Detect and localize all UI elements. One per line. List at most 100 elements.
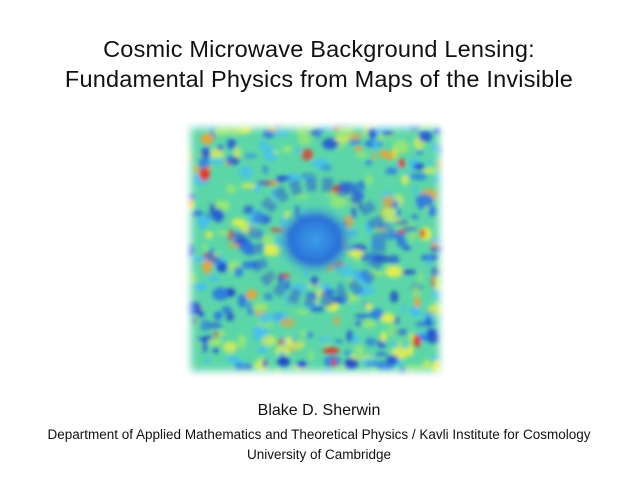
texture-blob	[310, 275, 319, 287]
texture-blob	[356, 152, 369, 159]
texture-blob	[438, 143, 445, 156]
texture-blob	[207, 274, 221, 283]
texture-blob	[259, 234, 275, 246]
texture-blob	[297, 134, 312, 146]
texture-blob	[414, 296, 421, 309]
texture-blob	[408, 122, 421, 131]
ring	[248, 177, 386, 307]
texture-blob	[344, 358, 359, 370]
texture-blob	[382, 207, 397, 218]
texture-blob	[196, 122, 204, 128]
texture-blob	[378, 150, 389, 158]
texture-blob	[320, 164, 333, 171]
texture-blob	[408, 332, 415, 342]
texture-blob	[404, 171, 411, 176]
texture-blob	[212, 208, 225, 223]
texture-blob	[427, 303, 445, 316]
texture-blob	[361, 320, 377, 328]
texture-blob	[231, 231, 248, 239]
texture-blob	[263, 292, 273, 301]
texture-blob	[418, 272, 423, 283]
texture-blob	[243, 153, 258, 158]
texture-blob	[402, 246, 412, 251]
texture-blob	[237, 335, 246, 349]
texture-blob	[273, 369, 282, 376]
texture-blob	[294, 193, 309, 199]
texture-blob	[423, 359, 431, 367]
texture-blob	[282, 145, 293, 153]
texture-blob	[416, 122, 435, 128]
texture-blob	[397, 124, 410, 129]
texture-blob	[319, 122, 334, 131]
texture-blob	[301, 148, 313, 161]
texture-blob	[258, 312, 272, 324]
texture-blob	[409, 172, 428, 181]
texture-blob	[296, 361, 308, 369]
texture-blob	[387, 324, 399, 337]
texture-blob	[227, 155, 233, 162]
texture-blob	[334, 122, 352, 126]
texture-blob	[362, 126, 370, 138]
texture-blob	[426, 332, 441, 344]
texture-blob	[185, 150, 191, 162]
texture-blob	[263, 152, 278, 163]
texture-blob	[221, 306, 232, 314]
texture-blob	[375, 352, 388, 356]
texture-blob	[209, 147, 224, 160]
texture-blob	[245, 289, 258, 300]
texture-blob	[251, 302, 268, 312]
texture-blob	[417, 200, 425, 211]
texture-blob	[351, 335, 360, 345]
texture-blob	[333, 315, 340, 326]
texture-blob	[334, 339, 343, 344]
texture-blob	[385, 167, 398, 175]
texture-blob	[193, 321, 199, 326]
texture-blob	[396, 339, 404, 349]
texture-blob	[430, 355, 442, 361]
texture-blob	[225, 123, 242, 137]
texture-blob	[185, 244, 194, 257]
texture-blob	[200, 147, 211, 159]
texture-blob	[369, 308, 384, 320]
texture-blob	[374, 360, 383, 370]
texture-blob	[416, 149, 423, 155]
texture-blob	[430, 245, 445, 253]
department: Department of Applied Mathematics and Th…	[47, 427, 591, 442]
texture-blob	[401, 270, 417, 275]
texture-blob	[401, 226, 418, 233]
texture-blob	[218, 331, 226, 336]
texture-blob	[198, 156, 210, 170]
texture-blob	[412, 334, 421, 348]
texture-blob	[243, 205, 254, 215]
texture-blob	[227, 183, 232, 195]
university: University of Cambridge	[246, 447, 392, 462]
texture-blob	[418, 129, 433, 143]
texture-blob	[383, 228, 396, 241]
texture-blob	[357, 202, 364, 209]
texture-blob	[396, 208, 401, 218]
texture-blob	[346, 292, 352, 304]
texture-blob	[295, 123, 312, 138]
map-body	[185, 122, 445, 377]
texture-blob	[239, 165, 253, 179]
texture-blob	[294, 147, 302, 153]
texture-blob	[346, 329, 353, 343]
texture-blob	[217, 286, 224, 300]
texture-blob	[398, 158, 405, 169]
texture-blob	[256, 320, 274, 328]
texture-blob	[202, 242, 207, 253]
texture-blob	[233, 266, 244, 278]
texture-blob	[280, 317, 296, 328]
texture-blob	[208, 338, 223, 346]
texture-blob	[371, 152, 377, 161]
texture-blob	[213, 331, 219, 338]
texture-blob	[207, 157, 226, 166]
texture-blob	[393, 232, 405, 240]
texture-blob	[437, 159, 445, 171]
texture-blob	[390, 290, 399, 303]
texture-blob	[425, 252, 434, 267]
texture-blob	[202, 260, 214, 267]
texture-blob	[431, 143, 439, 153]
texture-blob	[300, 173, 315, 178]
texture-blob	[214, 200, 230, 212]
